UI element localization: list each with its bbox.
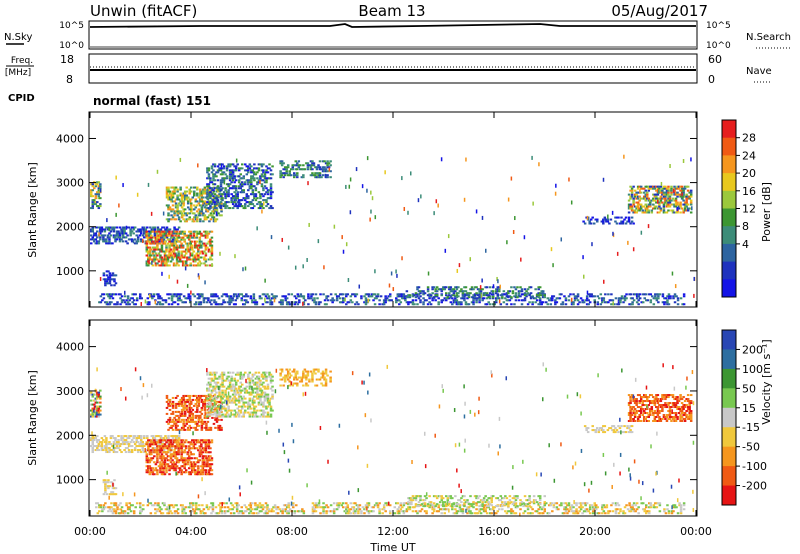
station-title: Unwin (fitACF) bbox=[90, 2, 197, 20]
power-colorbar-segment bbox=[722, 120, 736, 139]
frequency-panel: Freq. [MHz] 18 8 60 0 Nave CPID normal (… bbox=[5, 53, 772, 108]
noise-right-label: N.Search bbox=[746, 32, 791, 43]
velocity-panel: 1000 2000 3000 4000 Slant Range [km] 200 100… bbox=[26, 319, 773, 517]
power-data-cells bbox=[90, 154, 696, 307]
power-ytick-label: 4000 bbox=[56, 132, 84, 145]
freq-label: Freq. bbox=[11, 56, 33, 66]
time-x-axis: 00:00 04:00 08:00 12:00 16:00 20:00 00:00 bbox=[74, 525, 712, 538]
power-colorbar-segment bbox=[722, 173, 736, 192]
power-colorbar-segment bbox=[722, 279, 736, 298]
power-colorbar-segment bbox=[722, 243, 736, 263]
power-colorbar-tick: 4 bbox=[742, 238, 749, 251]
noise-left-tick-top: 10^5 bbox=[59, 21, 84, 31]
noise-right-tick-bottom: 10^0 bbox=[706, 41, 731, 51]
noise-panel: N.Sky 10^5 10^0 10^5 10^0 N.Search bbox=[4, 20, 791, 51]
nave-right-tick-bottom: 0 bbox=[708, 73, 715, 86]
velocity-colorbar-segment bbox=[722, 388, 736, 409]
power-y-axis: 1000 2000 3000 4000 bbox=[56, 112, 697, 307]
velocity-ytick-label: 3000 bbox=[56, 385, 84, 398]
velocity-colorbar-tick: 15 bbox=[742, 402, 756, 415]
velocity-colorbar-label: Velocity [m s⁻¹] bbox=[760, 339, 773, 424]
velocity-ytick-label: 2000 bbox=[56, 429, 84, 442]
power-colorbar-segment bbox=[722, 208, 736, 227]
velocity-colorbar-segment bbox=[722, 446, 736, 467]
velocity-data-cells bbox=[90, 362, 695, 517]
freq-unit-label: [MHz] bbox=[5, 68, 31, 78]
power-colorbar-tick: 16 bbox=[742, 185, 756, 198]
noise-right-tick-top: 10^5 bbox=[706, 21, 731, 31]
power-colorbar-segment bbox=[722, 261, 736, 280]
noise-left-tick-bottom: 10^0 bbox=[59, 41, 84, 51]
nave-right-tick-top: 60 bbox=[708, 53, 722, 66]
power-colorbar-tick: 28 bbox=[742, 132, 756, 145]
velocity-colorbar-segment bbox=[722, 485, 736, 506]
velocity-colorbar-tick: 50 bbox=[742, 382, 756, 395]
power-colorbar-label: Power [dB] bbox=[760, 182, 773, 242]
x-tick-label: 00:00 bbox=[680, 525, 712, 538]
power-panel: 1000 2000 3000 4000 Slant Range [km] 28 24 20… bbox=[26, 111, 773, 308]
power-colorbar-segment bbox=[722, 226, 736, 245]
power-ytick-label: 2000 bbox=[56, 221, 84, 234]
freq-left-tick-bottom: 8 bbox=[66, 73, 73, 86]
x-tick-label: 12:00 bbox=[377, 525, 409, 538]
velocity-colorbar-segment bbox=[722, 330, 736, 350]
velocity-ytick-label: 1000 bbox=[56, 474, 84, 487]
velocity-colorbar-tick: 100 bbox=[742, 363, 763, 376]
power-colorbar-segment bbox=[722, 137, 736, 156]
date-title: 05/Aug/2017 bbox=[611, 2, 708, 20]
power-colorbar-tick: 24 bbox=[742, 149, 756, 162]
power-colorbar-tick: 20 bbox=[742, 167, 756, 180]
power-ytick-label: 3000 bbox=[56, 177, 84, 190]
beam-title: Beam 13 bbox=[358, 2, 425, 20]
x-tick-label: 04:00 bbox=[175, 525, 207, 538]
x-tick-label: 20:00 bbox=[579, 525, 611, 538]
velocity-colorbar-tick: -100 bbox=[742, 460, 767, 473]
velocity-colorbar-tick: 200 bbox=[742, 343, 763, 356]
power-colorbar-tick: 8 bbox=[742, 220, 749, 233]
power-colorbar-segment bbox=[722, 190, 736, 209]
velocity-colorbar-tick: -200 bbox=[742, 480, 767, 493]
velocity-colorbar-segment bbox=[722, 368, 736, 389]
power-ytick-label: 1000 bbox=[56, 265, 84, 278]
x-tick-label: 16:00 bbox=[478, 525, 510, 538]
x-tick-label: 08:00 bbox=[276, 525, 308, 538]
power-colorbar: 28 24 20 16 12 8 4 bbox=[721, 119, 756, 298]
power-colorbar-tick: 12 bbox=[742, 203, 756, 216]
velocity-y-axis: 1000 2000 3000 4000 bbox=[56, 320, 697, 516]
velocity-colorbar-tick: -50 bbox=[742, 441, 760, 454]
cpid-mode: normal (fast) 151 bbox=[93, 94, 211, 108]
velocity-colorbar-segment bbox=[722, 349, 736, 370]
velocity-colorbar-segment bbox=[722, 427, 736, 448]
freq-left-tick-top: 18 bbox=[60, 53, 74, 66]
noise-sky-line bbox=[89, 23, 696, 28]
velocity-colorbar: 200 100 50 15 -15 -50 -100 -200 bbox=[721, 329, 767, 506]
velocity-colorbar-tick: -15 bbox=[742, 421, 760, 434]
power-ylabel: Slant Range [km] bbox=[26, 162, 39, 258]
cpid-label: CPID bbox=[8, 93, 35, 104]
velocity-ylabel: Slant Range [km] bbox=[26, 370, 39, 466]
x-axis-title: Time UT bbox=[369, 541, 415, 554]
velocity-colorbar-segment bbox=[722, 407, 736, 428]
x-tick-label: 00:00 bbox=[74, 525, 106, 538]
velocity-ytick-label: 4000 bbox=[56, 341, 84, 354]
nave-label: Nave bbox=[746, 66, 772, 77]
velocity-colorbar-segment bbox=[722, 466, 736, 487]
noise-left-label: N.Sky bbox=[4, 32, 32, 43]
power-colorbar-segment bbox=[722, 155, 736, 174]
